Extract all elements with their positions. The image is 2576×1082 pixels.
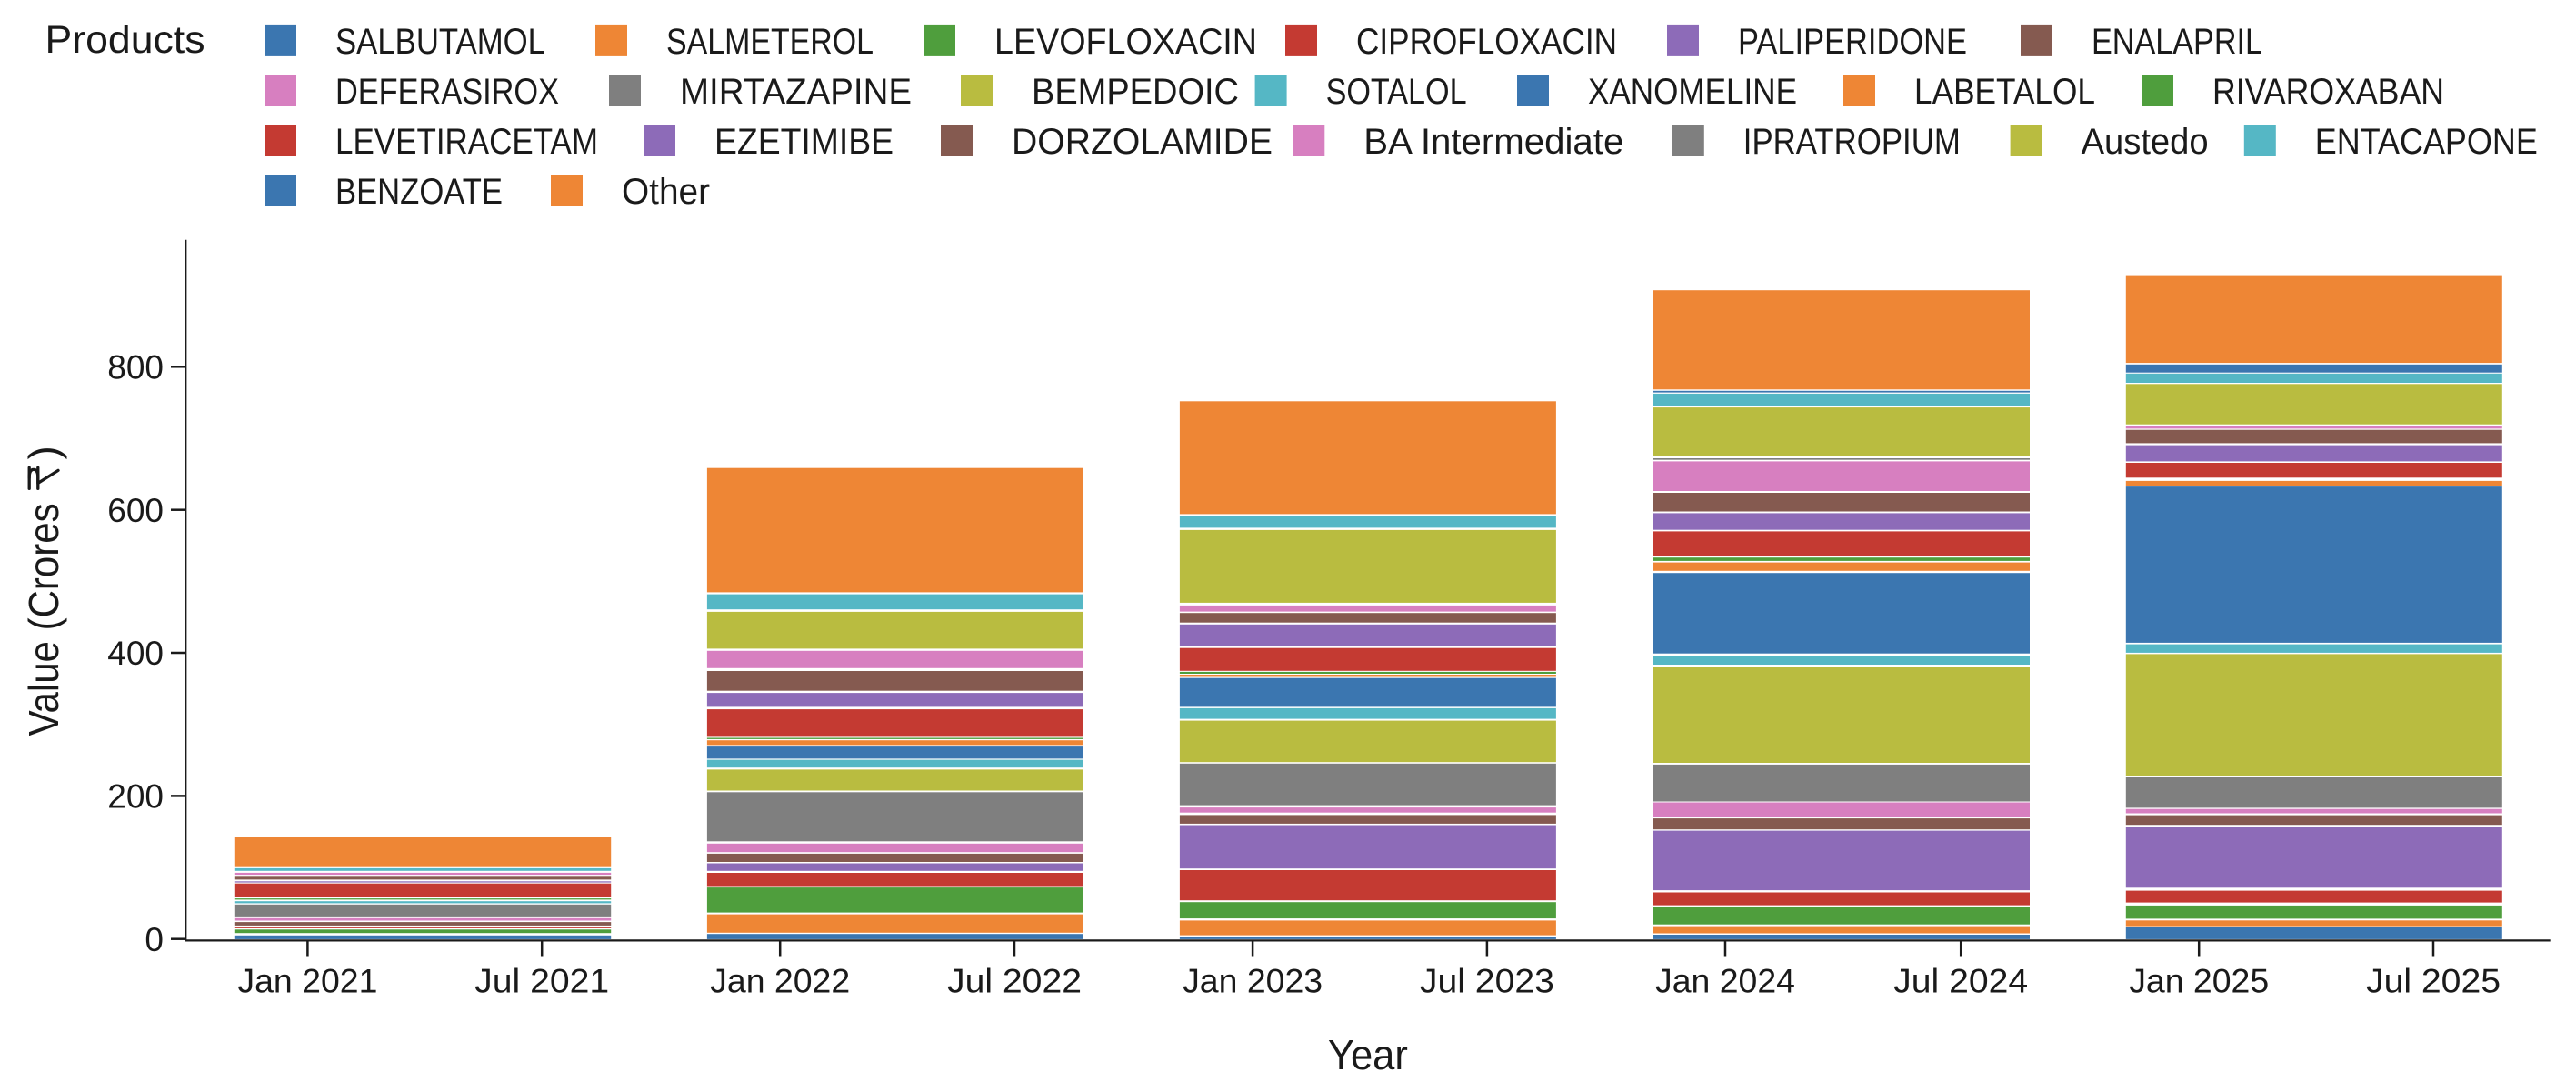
svg-text:LABETALOL: LABETALOL	[1914, 72, 2095, 112]
svg-text:XANOMELINE: XANOMELINE	[1588, 72, 1797, 112]
svg-text:Jan 2024: Jan 2024	[1655, 963, 1795, 1000]
svg-text:PALIPERIDONE: PALIPERIDONE	[1738, 22, 1967, 62]
svg-text:IPRATROPIUM: IPRATROPIUM	[1743, 122, 1961, 162]
svg-text:0: 0	[145, 921, 164, 958]
svg-text:DORZOLAMIDE: DORZOLAMIDE	[1012, 122, 1273, 162]
svg-text:Jul 2023: Jul 2023	[1420, 963, 1554, 1000]
svg-text:Products: Products	[45, 18, 205, 62]
svg-text:Jan 2025: Jan 2025	[2129, 963, 2269, 1000]
svg-text:SALBUTAMOL: SALBUTAMOL	[335, 22, 545, 62]
svg-text:Jan 2022: Jan 2022	[710, 963, 850, 1000]
svg-text:SALMETEROL: SALMETEROL	[666, 22, 874, 62]
svg-text:SOTALOL: SOTALOL	[1326, 72, 1467, 112]
svg-text:ENTACAPONE: ENTACAPONE	[2315, 122, 2538, 162]
svg-text:RIVAROXABAN: RIVAROXABAN	[2212, 72, 2444, 112]
svg-text:Jul 2025: Jul 2025	[2366, 963, 2501, 1000]
svg-text:Other: Other	[622, 172, 710, 212]
svg-text:MIRTAZAPINE: MIRTAZAPINE	[680, 72, 912, 112]
svg-text:Jan 2023: Jan 2023	[1183, 963, 1323, 1000]
svg-text:): )	[20, 446, 67, 459]
svg-text:ENALAPRIL: ENALAPRIL	[2092, 22, 2262, 62]
svg-text:Austedo: Austedo	[2082, 122, 2209, 162]
svg-text:800: 800	[107, 349, 164, 386]
svg-text:EZETIMIBE: EZETIMIBE	[714, 122, 894, 162]
svg-text:CIPROFLOXACIN: CIPROFLOXACIN	[1356, 22, 1617, 62]
svg-text:BENZOATE: BENZOATE	[335, 172, 503, 212]
svg-text:Value (Crores: Value (Crores	[20, 503, 67, 736]
svg-text:Jul 2024: Jul 2024	[1893, 963, 2028, 1000]
svg-text:DEFERASIROX: DEFERASIROX	[335, 72, 559, 112]
svg-text:BEMPEDOIC: BEMPEDOIC	[1032, 72, 1239, 112]
svg-text:LEVETIRACETAM: LEVETIRACETAM	[335, 122, 598, 162]
svg-text:BA Intermediate: BA Intermediate	[1363, 122, 1623, 162]
svg-text:400: 400	[107, 635, 164, 672]
svg-text:LEVOFLOXACIN: LEVOFLOXACIN	[994, 22, 1257, 62]
svg-text:Jan 2021: Jan 2021	[237, 963, 377, 1000]
svg-text:600: 600	[107, 492, 164, 529]
svg-text:Year: Year	[1328, 1031, 1408, 1078]
svg-text:200: 200	[107, 778, 164, 816]
svg-text:Jul 2022: Jul 2022	[947, 963, 1082, 1000]
svg-text:Jul 2021: Jul 2021	[474, 963, 609, 1000]
